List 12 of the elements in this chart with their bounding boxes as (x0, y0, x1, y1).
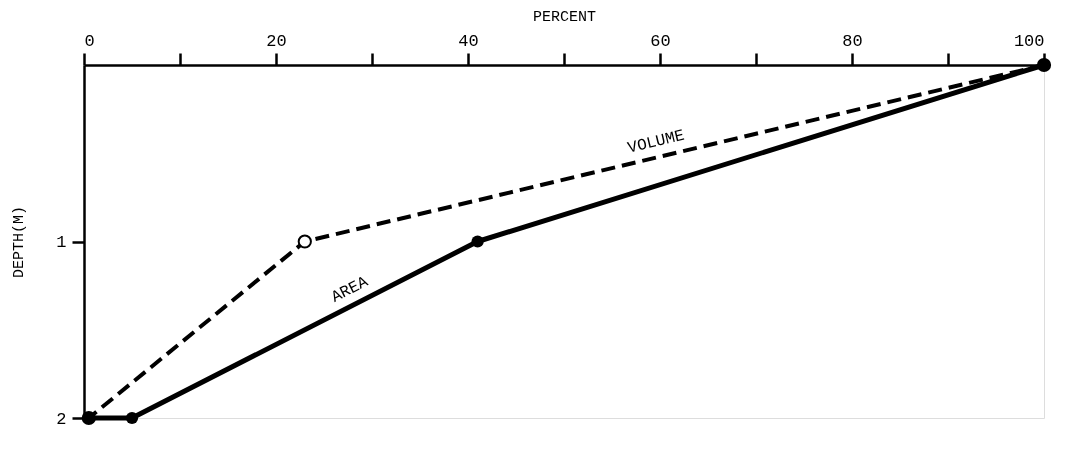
text: AREA (328, 272, 372, 307)
x-tick-label: 60 (650, 31, 671, 51)
x-tick-label: 40 (458, 31, 479, 51)
y-axis-title: DEPTH(M) (11, 205, 29, 279)
x-tick-label: 0 (84, 31, 95, 51)
y-tick-label: 2 (56, 409, 67, 429)
x-tick-label: 80 (842, 31, 863, 51)
x-tick-label: 100 (1013, 31, 1045, 51)
x-tick-label: 20 (266, 31, 287, 51)
text: VOLUME (626, 126, 687, 158)
x-axis-title: PERCENT (532, 8, 597, 26)
y-tick-label: 1 (56, 233, 67, 252)
